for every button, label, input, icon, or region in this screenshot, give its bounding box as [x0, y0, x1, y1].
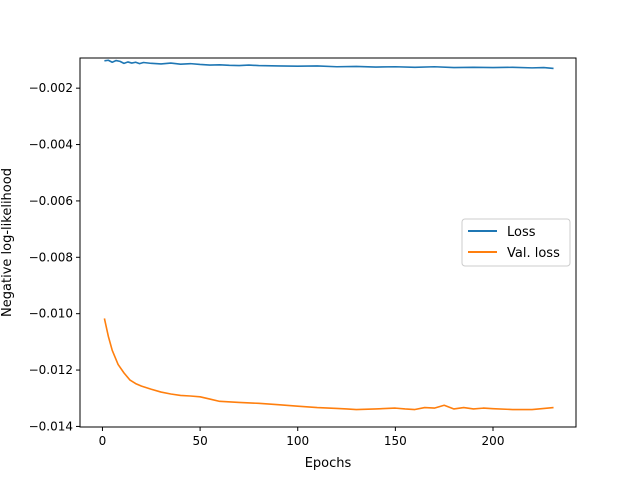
y-tick-label: −0.008	[29, 250, 73, 264]
series-line-val-loss	[103, 318, 554, 411]
legend-label-loss: Loss	[507, 225, 536, 240]
y-axis-ticks: −0.002 −0.004 −0.006 −0.008 −0.010 −0.012 −0.0…	[29, 81, 80, 433]
legend-label-val-loss: Val. loss	[507, 246, 560, 261]
y-tick-label: −0.014	[29, 419, 73, 433]
y-tick-label: −0.004	[29, 138, 73, 152]
x-tick-label: 150	[384, 434, 407, 448]
x-axis-ticks: 0 50 100 150 200	[99, 427, 505, 448]
y-axis-label: Negative log-likelihood	[0, 168, 15, 317]
legend: Loss Val. loss	[461, 218, 571, 267]
y-tick-label: −0.006	[29, 194, 73, 208]
y-tick-label: −0.012	[29, 363, 73, 377]
series-line-loss	[104, 59, 554, 70]
x-tick-label: 50	[192, 434, 207, 448]
plot-area-frame	[79, 57, 577, 428]
x-tick-label: 100	[286, 434, 309, 448]
x-tick-label: 0	[99, 434, 107, 448]
y-tick-label: −0.010	[29, 307, 73, 321]
series-layer	[103, 59, 554, 411]
x-axis-label: Epochs	[305, 456, 352, 471]
x-tick-label: 200	[482, 434, 505, 448]
y-tick-label: −0.002	[29, 81, 73, 95]
